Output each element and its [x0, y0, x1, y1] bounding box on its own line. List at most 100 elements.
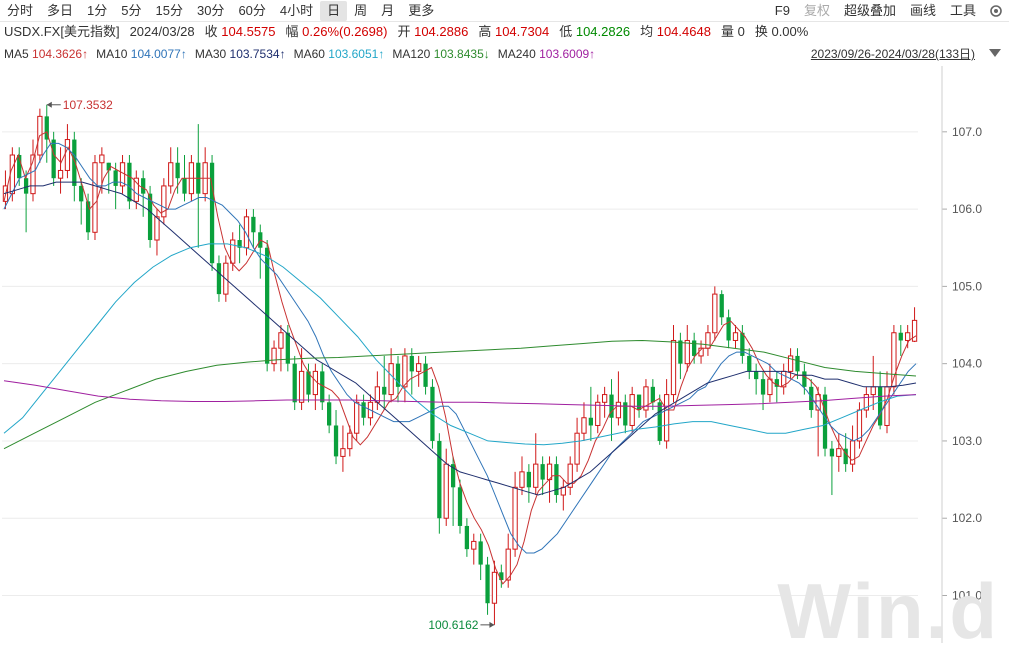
candle-body	[526, 471, 532, 488]
candle-body	[554, 464, 559, 496]
candle-body	[30, 154, 36, 195]
candle-body	[298, 370, 305, 403]
candle-body	[457, 487, 463, 526]
open-field: 开 104.2886	[397, 24, 469, 39]
candle-body	[574, 432, 580, 465]
candle-body	[629, 394, 635, 426]
dropdown-arrow-icon[interactable]	[989, 49, 1001, 57]
period-tab-10[interactable]: 月	[381, 2, 395, 18]
candle-body	[567, 463, 573, 488]
y-tick-label: 104.0	[952, 357, 982, 371]
candle-body	[719, 294, 724, 318]
candle-body	[540, 464, 545, 480]
candle-body	[623, 402, 628, 426]
candle-body	[485, 564, 490, 604]
close-field: 收 104.5575	[204, 24, 276, 39]
candle-body	[327, 402, 332, 426]
low-field: 低 104.2826	[559, 24, 631, 39]
candle-body	[306, 371, 311, 395]
candle-body	[533, 463, 539, 488]
kline-chart[interactable]: 107.0 106.0 105.0 104.0 103.0 102.0 101.0 107.3…	[0, 66, 1009, 643]
candle-body	[347, 432, 353, 450]
candle-body	[141, 178, 146, 194]
period-tab-1[interactable]: 多日	[47, 2, 74, 18]
candle-body	[182, 178, 187, 194]
toolbar-right-item-1[interactable]: 复权	[803, 3, 830, 18]
toolbar-right-item-2[interactable]: 超级叠加	[843, 3, 896, 18]
candle-body	[147, 193, 153, 241]
ma-line-ma240	[3, 380, 917, 407]
candle-body	[657, 402, 662, 441]
candle-body	[747, 355, 752, 372]
candle-body	[72, 139, 77, 186]
ma-legend-ma5: MA5 104.3626↑	[4, 47, 89, 61]
period-tab-3[interactable]: 5分	[121, 2, 142, 18]
ma-legend-ma30: MA30 103.7534↑	[194, 47, 286, 61]
candle-body	[409, 355, 414, 372]
candle-body	[51, 139, 56, 179]
toolbar-right-item-3[interactable]: 画线	[909, 3, 936, 18]
y-tick-label: 101.0	[952, 588, 982, 602]
ma-legend: MA5 104.3626↑ MA10 104.0077↑ MA30 103.7534…	[4, 44, 595, 64]
period-tab-5[interactable]: 30分	[196, 2, 225, 18]
period-tab-9[interactable]: 周	[354, 2, 368, 18]
settings-gear-icon[interactable]	[987, 2, 1005, 20]
candle-body	[760, 379, 766, 395]
ma-line-ma60	[3, 243, 917, 446]
candle-body	[478, 541, 483, 565]
toolbar-right-item-4[interactable]: 工具	[949, 3, 976, 18]
candle-body	[650, 386, 655, 403]
symbol-label[interactable]: USDX.FX[美元指数]	[4, 24, 120, 39]
volume-field: 量 0	[720, 24, 745, 39]
candle-body	[595, 401, 601, 426]
candle-body	[726, 317, 731, 341]
period-tab-6[interactable]: 60分	[238, 2, 266, 18]
min-arrow-icon	[489, 621, 495, 628]
avg-value: 104.4648	[656, 24, 711, 39]
candle-body	[292, 363, 297, 403]
ma-legend-ma240: MA240 103.6009↑	[497, 47, 596, 61]
max-label: 107.3532	[63, 98, 113, 112]
candle-body	[499, 572, 504, 581]
candle-body	[898, 332, 903, 341]
candle-body	[85, 201, 91, 233]
period-tab-7[interactable]: 4小时	[279, 2, 314, 18]
candle-body	[388, 363, 394, 396]
candle-body	[161, 185, 167, 218]
candle-body	[230, 239, 236, 264]
candle-body	[905, 332, 911, 341]
candle-body	[416, 363, 422, 372]
candle-body	[740, 332, 745, 356]
toolbar-right: F9 复权 超级叠加 画线 工具	[768, 0, 1009, 22]
y-tick-label: 103.0	[952, 434, 982, 448]
candle-body	[519, 471, 525, 488]
close-value: 104.5575	[221, 24, 276, 39]
candle-body	[849, 440, 856, 465]
turnover-value: 0.00%	[771, 24, 809, 39]
candle-body	[829, 448, 835, 457]
candle-body	[285, 332, 290, 364]
period-tab-2[interactable]: 1分	[87, 2, 108, 18]
period-tab-8[interactable]: 日	[320, 0, 348, 21]
candle-body	[822, 394, 828, 449]
period-tab-11[interactable]: 更多	[408, 2, 435, 18]
candle-body	[44, 116, 49, 140]
candle-body	[340, 448, 346, 457]
candle-body	[133, 177, 139, 202]
candle-body	[609, 394, 614, 418]
candle-body	[863, 394, 869, 411]
candle-body	[911, 319, 918, 342]
period-tab-0[interactable]: 分时	[7, 2, 34, 18]
high-field: 高 104.7304	[478, 24, 550, 39]
candle-body	[168, 162, 174, 187]
candle-body	[361, 402, 366, 418]
date-range-selector[interactable]: 2023/09/26-2024/03/28(133日)	[810, 47, 975, 61]
toolbar-right-item-0[interactable]: F9	[774, 3, 790, 18]
candle-body	[774, 379, 779, 387]
candle-body	[251, 216, 256, 233]
candle-body	[464, 525, 470, 550]
candle-body	[113, 170, 118, 186]
ma-line-ma10	[3, 142, 917, 554]
period-tab-4[interactable]: 15分	[155, 2, 183, 18]
ma-line-ma120	[3, 339, 917, 450]
